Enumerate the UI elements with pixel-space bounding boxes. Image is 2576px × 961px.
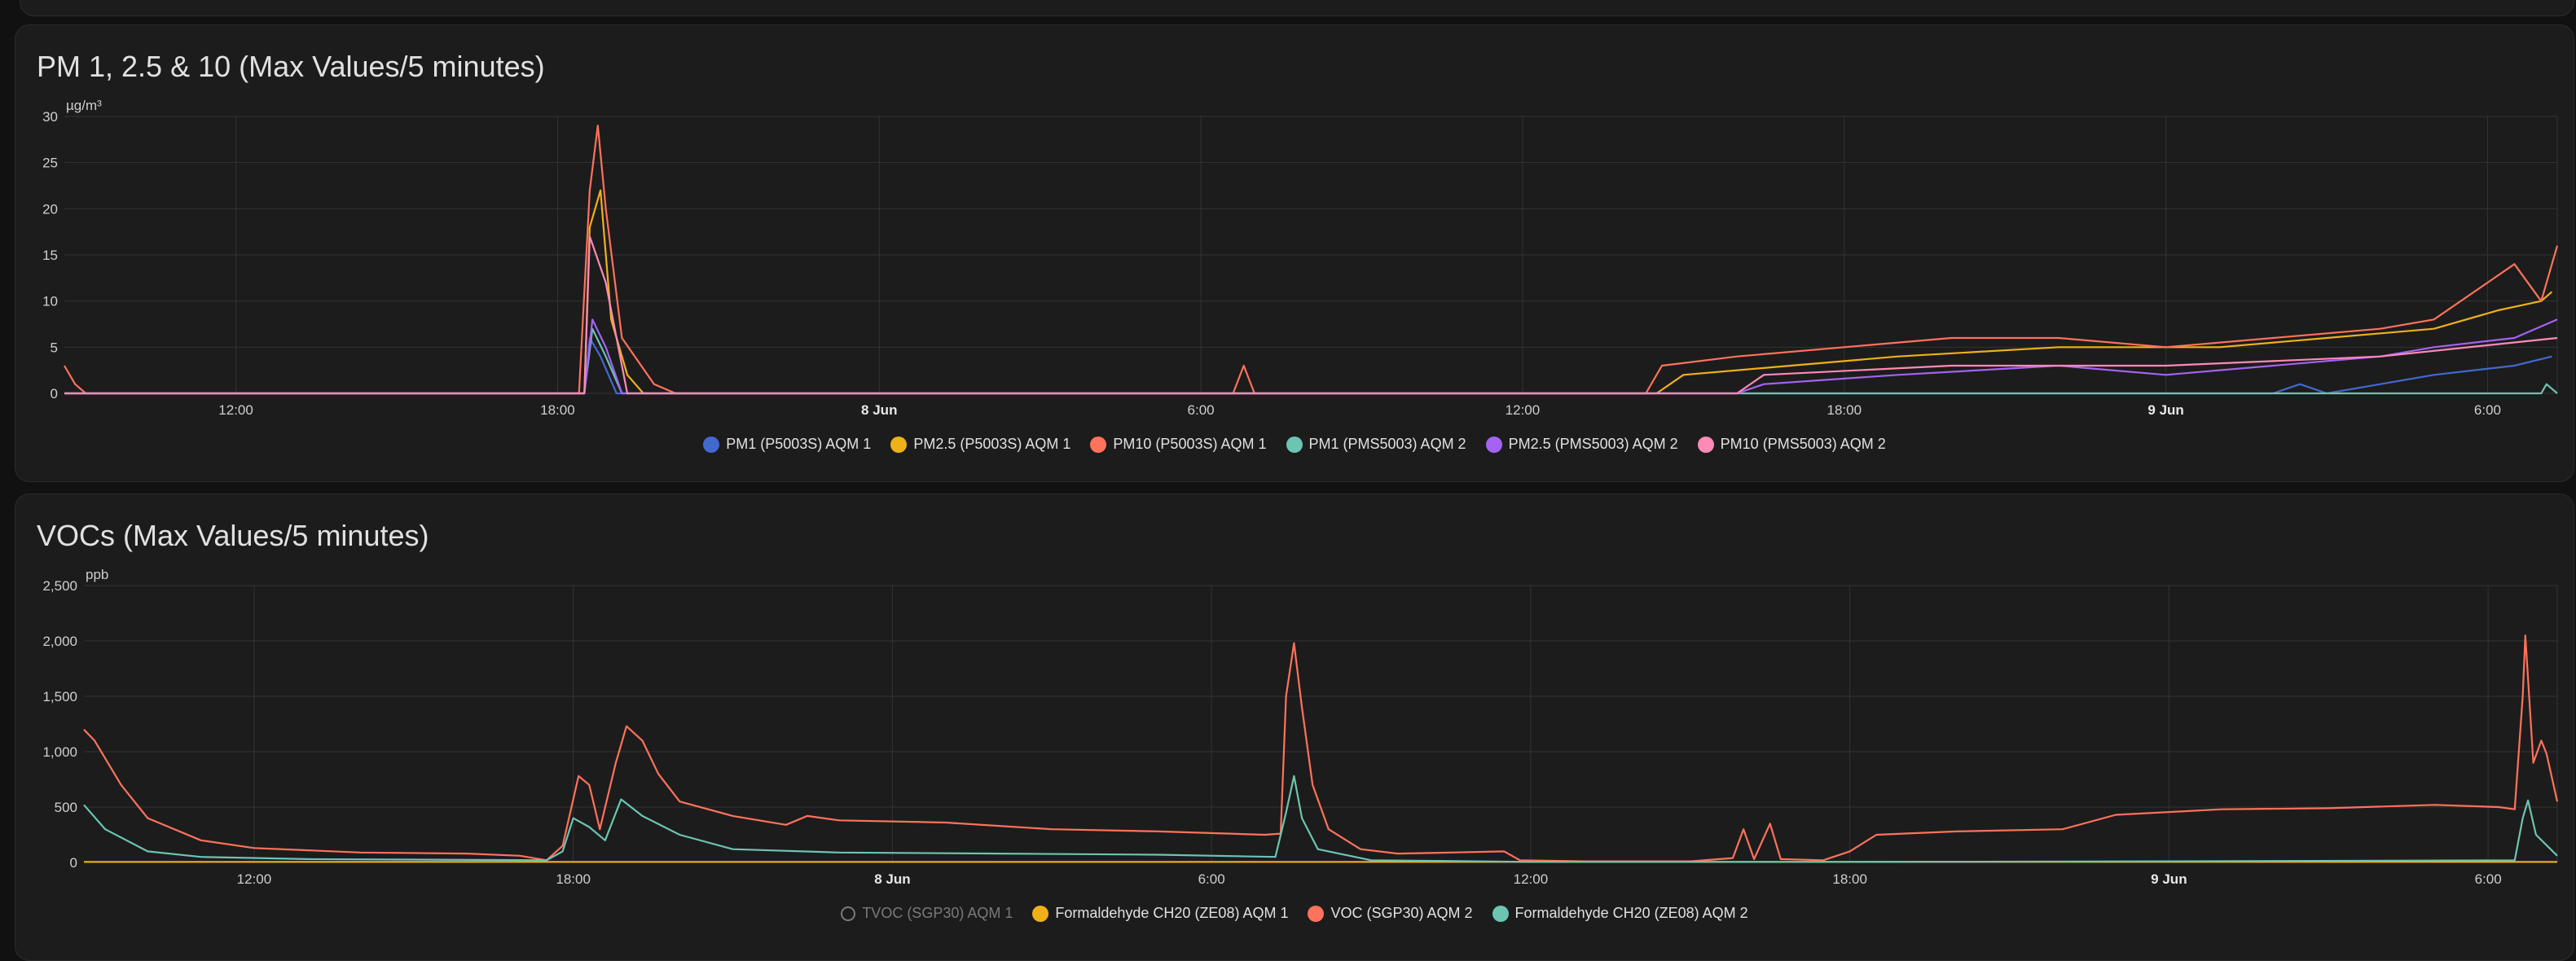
pm-ytick-label: 0 [51, 386, 58, 402]
voc-ytick-label: 500 [55, 800, 77, 815]
legend-label: TVOC (SGP30) AQM 1 [862, 905, 1013, 921]
previous-card [20, 0, 2574, 16]
legend-label: PM2.5 (PMS5003) AQM 2 [1508, 436, 1678, 452]
pm-ytick-label: 20 [42, 201, 58, 217]
voc-ytick-label: 2,000 [42, 634, 77, 649]
voc-chart-legend: TVOC (SGP30) AQM 1 Formaldehyde CH20 (ZE0… [15, 905, 2574, 922]
legend-label: PM10 (PMS5003) AQM 2 [1720, 436, 1886, 452]
legend-item-pm1-pms5003-aqm-2[interactable]: PM1 (PMS5003) AQM 2 [1286, 436, 1466, 453]
pm-ytick-label: 5 [51, 340, 58, 355]
series-line-pm10-p5003s-aqm-1[interactable] [64, 125, 2559, 395]
voc-ytick-label: 2,500 [42, 578, 77, 594]
legend-swatch [1090, 436, 1107, 453]
voc-ytick-label: 1,500 [42, 689, 77, 704]
legend-item-pm2-5-p5003s-aqm-1[interactable]: PM2.5 (P5003S) AQM 1 [890, 436, 1070, 453]
pm-xtick-label: 6:00 [2474, 402, 2501, 418]
legend-label: VOC (SGP30) AQM 2 [1330, 905, 1473, 921]
legend-item-tvoc-sgp30-aqm-1[interactable]: TVOC (SGP30) AQM 1 [841, 905, 1013, 922]
legend-item-formaldehyde-ch20-ze08-aqm-1[interactable]: Formaldehyde CH20 (ZE08) AQM 1 [1032, 905, 1288, 922]
pm-ytick-label: 30 [42, 109, 58, 125]
series-line-pm10-pms5003-aqm-2[interactable] [64, 235, 2558, 395]
legend-item-pm10-p5003s-aqm-1[interactable]: PM10 (P5003S) AQM 1 [1090, 436, 1267, 453]
legend-label: PM10 (P5003S) AQM 1 [1113, 436, 1267, 452]
legend-label: PM1 (PMS5003) AQM 2 [1308, 436, 1466, 452]
legend-swatch [1492, 905, 1509, 922]
pm-xtick-label: 18:00 [540, 402, 575, 418]
pm-xtick-label: 9 Jun [2147, 402, 2183, 418]
pm-xtick-label: 6:00 [1188, 402, 1215, 418]
pm-xtick-label: 12:00 [1506, 402, 1541, 418]
voc-xtick-label: 6:00 [2475, 871, 2502, 887]
legend-item-voc-sgp30-aqm-2[interactable]: VOC (SGP30) AQM 2 [1308, 905, 1473, 922]
pm-unit-label: µg/m³ [66, 98, 102, 113]
voc-ytick-label: 1,000 [42, 744, 77, 760]
voc-chart-title: VOCs (Max Values/5 minutes) [37, 519, 429, 552]
pm-chart-title: PM 1, 2.5 & 10 (Max Values/5 minutes) [37, 50, 545, 83]
legend-swatch [1032, 905, 1049, 922]
voc-xtick-label: 18:00 [1832, 871, 1867, 887]
voc-xtick-label: 9 Jun [2151, 871, 2187, 887]
pm-ytick-label: 15 [42, 248, 58, 263]
legend-item-pm10-pms5003-aqm-2[interactable]: PM10 (PMS5003) AQM 2 [1697, 436, 1886, 453]
pm-xtick-label: 18:00 [1827, 402, 1862, 418]
legend-item-pm2-5-pms5003-aqm-2[interactable]: PM2.5 (PMS5003) AQM 2 [1485, 436, 1678, 453]
legend-swatch [890, 436, 908, 453]
voc-ytick-label: 0 [70, 855, 77, 871]
pm-chart-legend: PM1 (P5003S) AQM 1 PM2.5 (P5003S) AQM 1 PM… [15, 436, 2574, 453]
legend-label: PM1 (P5003S) AQM 1 [726, 436, 872, 452]
legend-swatch [1308, 905, 1325, 922]
voc-chart-card: VOCs (Max Values/5 minutes) ppb 0 500 1,000… [15, 494, 2574, 961]
voc-chart-svg[interactable]: ppb 0 500 1,000 1,500 2,000 2,500 12:00 18:00 8 J… [15, 494, 2574, 960]
pm-ytick-label: 25 [42, 156, 58, 171]
voc-xtick-label: 6:00 [1198, 871, 1225, 887]
pm-xtick-label: 12:00 [218, 402, 253, 418]
legend-label: Formaldehyde CH20 (ZE08) AQM 2 [1514, 905, 1748, 921]
voc-xtick-label: 12:00 [237, 871, 272, 887]
series-line-formaldehyde-ch20-ze08-aqm-2[interactable] [83, 775, 2558, 863]
series-line-pm2-5-pms5003-aqm-2[interactable] [64, 318, 2558, 395]
pm-ytick-label: 10 [42, 294, 58, 309]
legend-label: Formaldehyde CH20 (ZE08) AQM 1 [1055, 905, 1289, 921]
voc-xtick-label: 12:00 [1514, 871, 1549, 887]
legend-swatch [1697, 436, 1714, 453]
voc-xtick-label: 8 Jun [874, 871, 910, 887]
voc-xtick-label: 18:00 [556, 871, 591, 887]
pm-chart-svg[interactable]: µg/m³ 0 5 10 15 20 25 30 12:00 18:00 8 Jun 6:00 12:0… [15, 25, 2574, 481]
series-line-pm1-pms5003-aqm-2[interactable] [64, 327, 2558, 395]
legend-swatch [1485, 436, 1502, 453]
legend-item-formaldehyde-ch20-ze08-aqm-2[interactable]: Formaldehyde CH20 (ZE08) AQM 2 [1492, 905, 1748, 922]
series-line-voc-sgp30-aqm-2[interactable] [83, 634, 2559, 862]
legend-swatch [703, 436, 720, 453]
series-line-pm2-5-p5003s-aqm-1[interactable] [64, 189, 2553, 395]
legend-swatch [1286, 436, 1303, 453]
voc-unit-label: ppb [86, 567, 108, 582]
pm-chart-card: PM 1, 2.5 & 10 (Max Values/5 minutes) µg… [15, 24, 2574, 482]
legend-swatch [841, 906, 856, 921]
pm-xtick-label: 8 Jun [861, 402, 897, 418]
legend-item-pm1-p5003s-aqm-1[interactable]: PM1 (P5003S) AQM 1 [703, 436, 871, 453]
legend-label: PM2.5 (P5003S) AQM 1 [913, 436, 1071, 452]
